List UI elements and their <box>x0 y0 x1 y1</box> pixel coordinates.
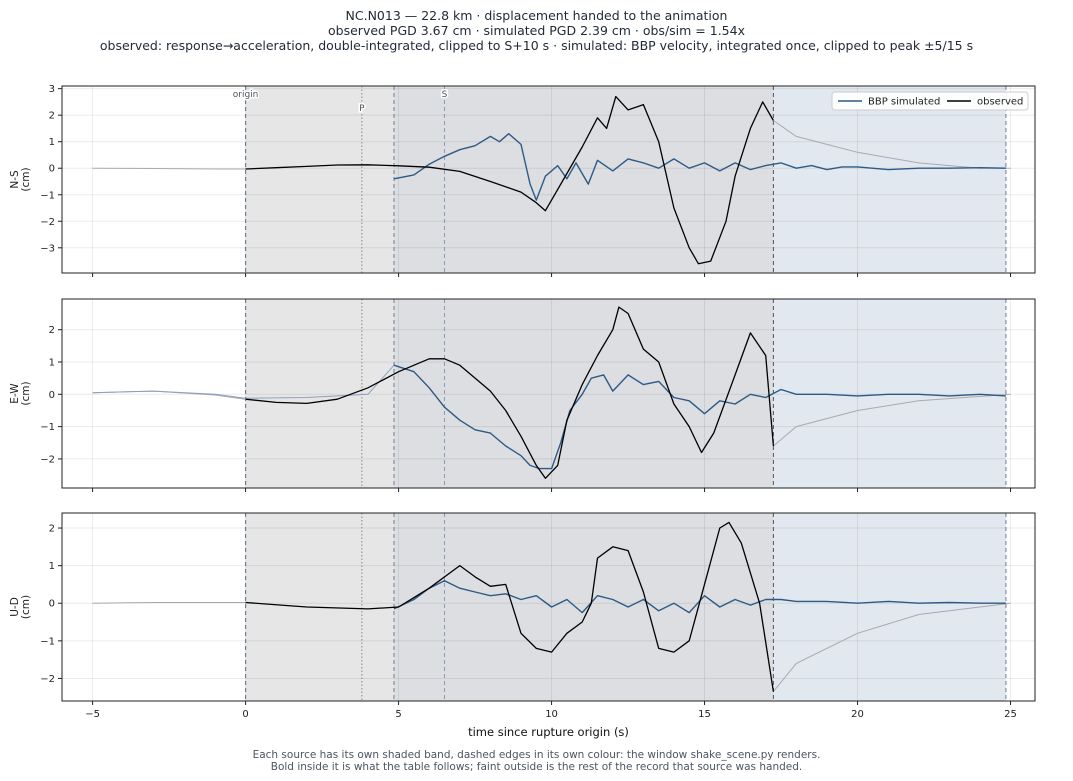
legend-simulated-label: BBP simulated <box>868 97 940 108</box>
panel-2: −2 −1 0 1 2 E-W(cm) <box>9 298 1036 492</box>
marker-s-label: S <box>442 90 448 100</box>
y-tick-label: −3 <box>40 243 55 254</box>
y-axis-label: N-S(cm) <box>9 167 32 191</box>
simulated-series-line <box>393 133 1006 201</box>
y-tick-label: 2 <box>49 111 55 122</box>
title-line-1: NC.N013 — 22.8 km · displacement handed … <box>345 8 728 23</box>
y-axis-label-line: E-W <box>9 383 21 404</box>
observed-series-line <box>245 95 774 265</box>
y-tick-label: −1 <box>40 422 55 433</box>
y-tick-label: −2 <box>40 674 55 685</box>
panel-frame <box>61 85 1036 274</box>
x-tick-label: 25 <box>1004 709 1017 720</box>
figure-title: NC.N013 — 22.8 km · displacement handed … <box>0 8 1073 53</box>
overlap-window-band <box>393 86 774 273</box>
y-axis-label-line: (cm) <box>20 381 32 405</box>
observed-window-band <box>245 299 394 488</box>
x-tick-label: 0 <box>242 709 248 720</box>
y-axis-label-line: U-D <box>9 597 21 617</box>
title-line-2: observed PGD 3.67 cm · simulated PGD 2.3… <box>328 23 745 38</box>
y-tick-label: 0 <box>49 390 55 401</box>
y-tick-label: 0 <box>49 164 55 175</box>
panel-frame <box>61 512 1036 702</box>
y-tick-label: −2 <box>40 454 55 465</box>
panel-1: origin P S −3 −2 −1 0 1 2 3 N-S(cm) BBP simulated ob… <box>9 84 1036 277</box>
y-tick-label: −1 <box>40 636 55 647</box>
observed-series-line <box>245 521 775 692</box>
observed-faint-line <box>773 393 1011 447</box>
marker-p-label: P <box>359 104 365 114</box>
observed-window-band <box>245 86 394 273</box>
observed-series-line <box>245 306 775 479</box>
x-tick-label: −5 <box>85 709 100 720</box>
y-axis-label-line: (cm) <box>20 167 32 191</box>
y-tick-label: 2 <box>49 325 55 336</box>
y-axis-label-line: (cm) <box>20 595 32 619</box>
legend-observed-label: observed <box>977 97 1023 108</box>
simulated-window-band <box>773 299 1006 488</box>
y-tick-label: 1 <box>49 358 55 369</box>
panel-3: −2 −1 0 1 2 −5 0 5 10 15 20 25 U-D(cm) <box>9 512 1036 720</box>
simulated-window-band <box>773 513 1006 701</box>
y-tick-label: 3 <box>49 84 55 95</box>
y-tick-label: 1 <box>49 561 55 572</box>
simulated-series-line <box>393 580 1006 614</box>
observed-faint-line <box>92 167 246 170</box>
y-axis-label: U-D(cm) <box>9 595 32 619</box>
y-axis-label: E-W(cm) <box>9 381 32 405</box>
y-tick-label: 0 <box>49 599 55 610</box>
x-axis-label: time since rupture origin (s) <box>468 725 629 739</box>
title-line-3: observed: response→acceleration, double-… <box>99 38 974 53</box>
x-tick-label: 20 <box>851 709 864 720</box>
observed-faint-line <box>92 602 246 604</box>
x-tick-label: 15 <box>698 709 711 720</box>
simulated-series-line <box>393 364 1006 470</box>
overlap-window-band <box>393 299 774 488</box>
overlap-window-band <box>393 513 774 701</box>
x-tick-label: 10 <box>545 709 558 720</box>
y-tick-label: −2 <box>40 217 55 228</box>
panel-frame <box>61 298 1036 489</box>
marker-origin-label: origin <box>233 90 259 100</box>
figure-footnote: Each source has its own shaded band, das… <box>0 749 1073 773</box>
legend-box <box>831 91 1029 111</box>
y-tick-label: −1 <box>40 190 55 201</box>
y-axis-label-line: N-S <box>9 170 21 189</box>
simulated-faint-line <box>92 364 395 399</box>
y-tick-label: 1 <box>49 137 55 148</box>
x-tick-label: 5 <box>395 709 401 720</box>
legend: BBP simulated observed <box>831 91 1029 111</box>
footnote-line-2: Bold inside it is what the table follows… <box>270 761 803 773</box>
footnote-line-1: Each source has its own shaded band, das… <box>252 749 821 761</box>
y-tick-label: 2 <box>49 524 55 535</box>
observed-faint-line <box>773 602 1011 692</box>
simulated-window-band <box>773 86 1006 273</box>
